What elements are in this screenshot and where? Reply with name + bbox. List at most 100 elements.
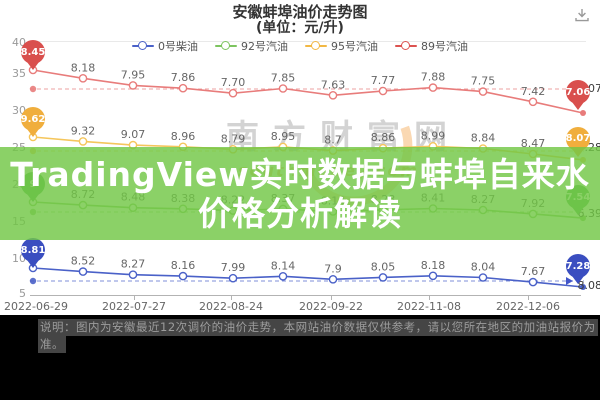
- gasoline-89-data-label: 7.70: [221, 76, 246, 89]
- gasoline-95-start-balloon: 9.62: [21, 107, 47, 139]
- gasoline-95-point: [78, 137, 88, 146]
- legend-marker-icon: [215, 41, 237, 51]
- gasoline-95-data-label: 8.47: [521, 137, 546, 150]
- diesel-0-data-label: 7.9: [324, 262, 342, 275]
- chart-title-line1: 安徽蚌埠油价走势图: [232, 3, 368, 21]
- gasoline-95-start-balloon-value: 9.62: [21, 107, 45, 131]
- diesel-0-data-label: 8.04: [471, 261, 496, 274]
- gasoline-89-end-balloon: 7.06: [566, 80, 592, 112]
- gasoline-89-point: [528, 97, 538, 107]
- diesel-0-data-label: 8.05: [371, 260, 396, 273]
- legend-marker-icon: [395, 41, 417, 51]
- gasoline-89-data-label: 7.42: [521, 85, 546, 98]
- x-axis-label: 2022-06-29: [4, 300, 68, 313]
- x-axis-tick: [134, 296, 135, 300]
- diesel-0-end-balloon-value: 7.28: [566, 254, 590, 278]
- gasoline-95-data-label: 8.96: [171, 130, 196, 143]
- headline-line1: TradingView实时数据与蚌埠自来水: [10, 154, 590, 194]
- headline-banner: TradingView实时数据与蚌埠自来水 价格分析解读: [0, 147, 600, 240]
- gasoline-95-data-label: 8.86: [371, 131, 396, 144]
- save-image-button[interactable]: [572, 6, 592, 26]
- caption-text-line1: 说明：图内为安徽最近12次调价的油价走势，本网站油价数据仅供参考，请以您所在地区…: [38, 319, 598, 336]
- diesel-0-end-point: [580, 284, 586, 290]
- diesel-0-baseline-dot: [29, 277, 37, 285]
- legend-label: 0号柴油: [158, 40, 198, 53]
- gasoline-89-data-label: 7.63: [321, 78, 346, 91]
- legend-item-diesel-0[interactable]: 0号柴油: [132, 38, 198, 54]
- diesel-0-data-label: 7.67: [521, 265, 546, 278]
- gasoline-89-end-balloon-value: 7.06: [566, 80, 590, 104]
- gasoline-89-data-label: 8.18: [71, 61, 96, 74]
- diesel-0-dash-arrow-icon: [566, 277, 573, 285]
- diesel-0-data-label: 8.27: [121, 258, 146, 271]
- gasoline-89-point: [328, 91, 338, 100]
- x-axis-label: 2022-12-06: [496, 300, 560, 313]
- y-axis-label: 5: [19, 287, 26, 300]
- legend-item-gasoline-89[interactable]: 89号汽油: [395, 38, 468, 54]
- gridline-top: [30, 41, 586, 42]
- gasoline-89-start-balloon-tail: [27, 62, 39, 70]
- diesel-0-data-label: 8.18: [421, 259, 446, 272]
- diesel-0-data-label: 8.16: [171, 259, 196, 272]
- gasoline-89-start-balloon-value: 8.45: [21, 40, 45, 64]
- gasoline-89-point: [128, 81, 138, 90]
- x-axis-label: 2022-09-22: [299, 300, 363, 313]
- diesel-0-point: [428, 271, 438, 281]
- gasoline-95-data-label: 8.95: [271, 130, 296, 143]
- gasoline-89-end-balloon-tail: [572, 102, 584, 110]
- diesel-0-data-label: 8.52: [71, 255, 96, 268]
- caption-text-line2: 准。: [38, 336, 66, 353]
- gasoline-89-baseline-dot: [29, 85, 37, 93]
- diesel-0-start-balloon: 8.81: [21, 238, 47, 270]
- chart-legend: 0号柴油 92号汽油 95号汽油 89号汽油: [0, 38, 600, 54]
- gasoline-89-point: [278, 84, 288, 93]
- gasoline-89-point: [428, 83, 438, 92]
- diesel-0-point: [278, 271, 288, 281]
- diesel-0-point: [478, 273, 488, 282]
- gasoline-89-point: [178, 83, 188, 93]
- gasoline-89-data-label: 7.75: [471, 75, 496, 88]
- gasoline-89-data-label: 7.86: [171, 71, 196, 84]
- download-icon: [575, 9, 589, 22]
- x-axis-label: 2022-07-27: [102, 300, 166, 313]
- diesel-0-data-label: 8.14: [271, 259, 296, 272]
- x-axis-tick: [231, 296, 232, 300]
- gasoline-89-point: [378, 86, 388, 96]
- gasoline-89-point: [228, 88, 238, 98]
- series-line-diesel-0: [32, 267, 584, 288]
- legend-marker-icon: [132, 41, 154, 51]
- caption-bar: 说明：图内为安徽最近12次调价的油价走势，本网站油价数据仅供参考，请以您所在地区…: [0, 315, 600, 400]
- diesel-0-point: [228, 273, 238, 283]
- gasoline-89-data-label: 7.77: [371, 74, 396, 87]
- diesel-0-point: [128, 270, 138, 280]
- gasoline-89-data-label: 7.85: [271, 72, 296, 85]
- diesel-0-end-balloon-tail: [572, 276, 584, 284]
- x-axis-tick: [429, 296, 430, 300]
- legend-marker-circle: [138, 41, 147, 50]
- legend-marker-circle: [401, 41, 410, 50]
- diesel-0-point: [328, 274, 338, 284]
- y-axis-label: 35: [12, 67, 26, 80]
- gasoline-95-start-balloon-tail: [27, 129, 39, 137]
- gasoline-89-start-balloon: 8.45: [21, 40, 47, 72]
- legend-marker-circle: [311, 41, 320, 50]
- headline-line2: 价格分析解读: [198, 193, 402, 233]
- legend-item-gasoline-95[interactable]: 95号汽油: [305, 38, 378, 54]
- diesel-0-point: [78, 267, 88, 276]
- diesel-0-end-balloon: 7.28: [566, 254, 592, 286]
- legend-label: 89号汽油: [421, 40, 468, 53]
- gasoline-95-data-label: 9.32: [71, 124, 96, 137]
- legend-item-gasoline-92[interactable]: 92号汽油: [215, 38, 288, 54]
- diesel-0-point: [528, 277, 538, 287]
- diesel-0-data-label: 7.99: [221, 261, 246, 274]
- diesel-0-point: [378, 273, 388, 282]
- x-axis-line: [30, 295, 581, 296]
- x-axis-tick: [331, 296, 332, 300]
- legend-label: 95号汽油: [331, 40, 378, 53]
- gasoline-89-data-label: 7.95: [121, 68, 146, 81]
- legend-label: 92号汽油: [241, 40, 288, 53]
- diesel-0-point: [178, 271, 188, 281]
- diesel-0-start-balloon-value: 8.81: [21, 238, 45, 262]
- chart-title-unit: (单位：元/升): [256, 20, 344, 36]
